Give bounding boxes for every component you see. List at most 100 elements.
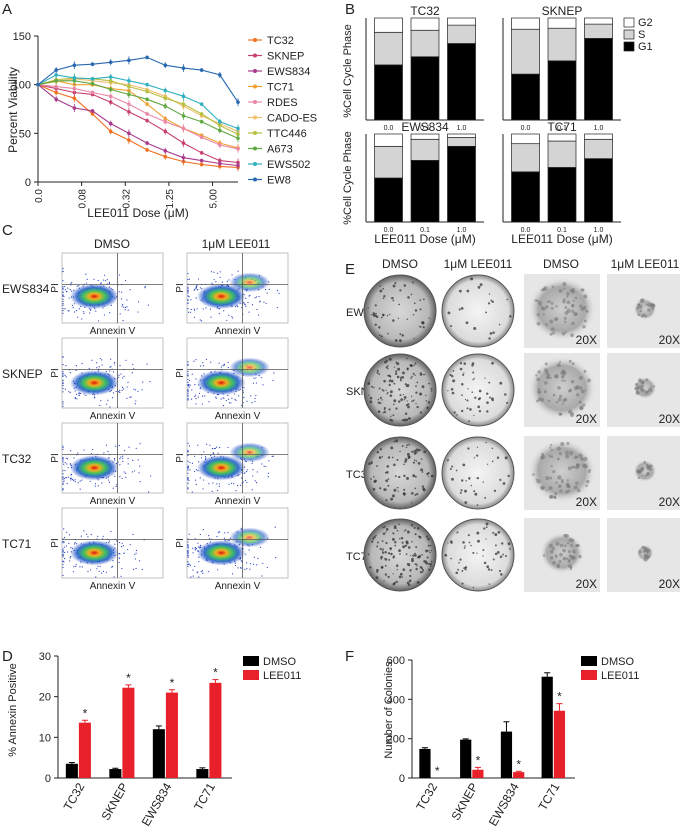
cell-dot — [552, 469, 556, 474]
event-dot — [187, 488, 189, 490]
dish-dmso — [363, 353, 437, 427]
event-dot — [256, 471, 258, 473]
colony-dot — [421, 385, 425, 389]
event-dot — [120, 373, 122, 375]
event-dot — [118, 541, 121, 544]
bar-segment-s — [511, 143, 540, 173]
y-tick-label: 30 — [39, 651, 51, 663]
cell-dot — [569, 543, 573, 548]
colony-dot — [411, 502, 413, 504]
colony-dot — [415, 546, 418, 549]
event-dot — [202, 362, 204, 364]
event-dot — [195, 469, 198, 471]
data-point — [127, 78, 131, 83]
col-title: DMSO — [543, 257, 579, 271]
event-dot — [92, 448, 94, 451]
colony-dot — [387, 478, 390, 480]
event-dot — [69, 463, 72, 465]
colony-dot — [459, 491, 462, 494]
cell-dot — [554, 555, 558, 558]
event-dot — [196, 284, 198, 287]
event-dot — [187, 555, 189, 557]
cell-dot — [549, 556, 554, 560]
colony-dot — [482, 549, 485, 551]
event-dot — [62, 286, 64, 288]
event-dot — [75, 369, 77, 372]
event-dot — [256, 308, 258, 311]
colony-dot — [449, 373, 452, 377]
event-dot — [205, 358, 208, 360]
data-point — [181, 66, 186, 70]
colony-dot — [383, 410, 387, 414]
colony-dot — [417, 555, 421, 559]
significance-mark: * — [557, 690, 562, 704]
event-dot — [133, 470, 136, 472]
event-dot — [85, 533, 88, 535]
x-tick-label: 1.0 — [457, 125, 467, 132]
event-dot — [119, 364, 121, 367]
event-dot — [267, 476, 269, 478]
cell-dot — [544, 381, 548, 385]
event-dot — [227, 446, 229, 449]
colony-dot — [487, 302, 491, 305]
event-dot — [230, 402, 232, 404]
data-point — [127, 131, 131, 136]
event-dot — [251, 489, 253, 491]
colony-dot — [379, 487, 382, 490]
event-dot — [195, 483, 197, 485]
cell-dot — [566, 291, 570, 296]
colony-dot — [403, 463, 405, 466]
colony-dot — [380, 555, 383, 559]
event-dot — [275, 557, 277, 559]
colony-dot — [488, 381, 491, 384]
y-tick-label: 0 — [25, 177, 31, 189]
event-dot — [187, 299, 189, 301]
colony-dot — [387, 456, 391, 459]
cell-dot — [566, 295, 569, 298]
colony-dot — [464, 501, 468, 504]
data-point — [199, 135, 204, 140]
event-dot — [127, 548, 129, 551]
event-dot — [241, 404, 243, 406]
x-tick-label: 0.1 — [557, 227, 567, 234]
colony-dot — [482, 555, 484, 557]
data-point — [145, 118, 149, 123]
cell-dot — [539, 304, 542, 307]
event-dot — [199, 533, 201, 536]
event-dot — [228, 402, 231, 404]
colony-dot — [391, 456, 394, 459]
bar-lee011 — [553, 710, 566, 778]
event-dot — [195, 394, 197, 396]
cell-dot — [549, 494, 554, 499]
cell-dot — [565, 330, 568, 334]
colony-dot — [476, 552, 478, 554]
col-title: DMSO — [382, 257, 418, 271]
bar-segment-g1 — [447, 145, 476, 223]
colony-dot — [392, 537, 395, 541]
event-dot — [132, 533, 134, 536]
data-point — [199, 68, 204, 72]
cell-dot — [558, 288, 563, 293]
colony-dot — [427, 475, 430, 478]
cell-dot — [557, 475, 562, 480]
colony-dot — [415, 402, 417, 405]
event-dot — [245, 305, 247, 307]
event-dot — [195, 547, 197, 550]
event-dot — [97, 320, 100, 322]
colony-dot — [462, 541, 465, 544]
event-dot — [187, 288, 189, 290]
colony-dot — [398, 549, 401, 553]
colony-dot — [401, 334, 404, 337]
colony-dot — [491, 300, 494, 304]
event-dot — [223, 364, 225, 366]
event-dot — [187, 361, 189, 363]
colony-dot — [463, 362, 467, 365]
event-dot — [67, 467, 69, 469]
colony-dot — [398, 538, 401, 540]
colony-dot — [395, 407, 398, 410]
event-dot — [199, 544, 202, 547]
cell-dot — [535, 374, 538, 377]
significance-mark: * — [83, 706, 88, 720]
event-dot — [219, 276, 221, 278]
colony-dot — [419, 325, 422, 328]
